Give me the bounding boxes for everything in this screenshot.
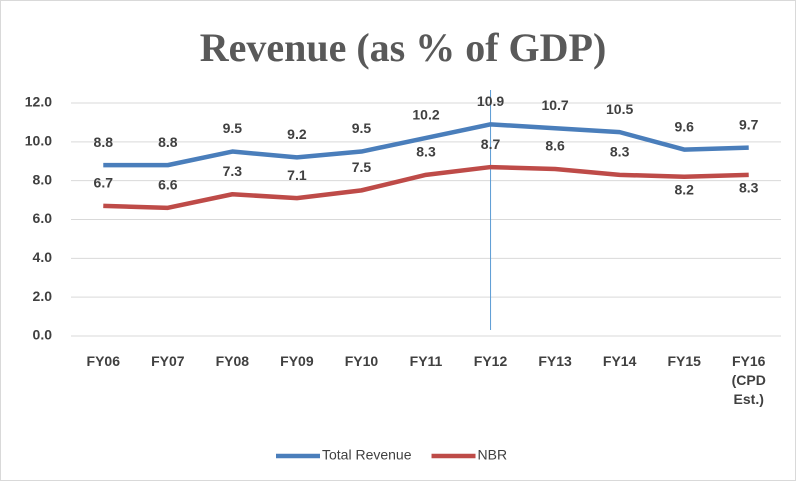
y-tick-label: 8.0	[33, 171, 53, 187]
legend-label: Total Revenue	[322, 447, 412, 463]
legend-label: NBR	[478, 447, 508, 463]
data-label: 7.5	[352, 159, 372, 175]
series-line	[103, 164, 749, 211]
data-label: 10.5	[606, 101, 633, 117]
data-label: 8.3	[416, 144, 436, 160]
data-label: 8.7	[481, 136, 501, 152]
data-label: 9.6	[674, 118, 694, 134]
y-tick-label: 6.0	[33, 210, 53, 226]
y-tick-label: 0.0	[33, 327, 53, 343]
data-label: 8.8	[94, 134, 114, 150]
series-line	[103, 122, 749, 168]
data-label: 8.8	[158, 134, 178, 150]
data-label: 9.5	[352, 120, 372, 136]
x-tick-label: FY11	[409, 353, 443, 369]
data-label: 8.3	[739, 180, 759, 196]
x-tick-label: FY10	[344, 353, 379, 369]
data-label: 8.6	[545, 138, 565, 154]
x-tick-label: FY06	[86, 353, 120, 369]
x-tick-label: FY09	[280, 353, 314, 369]
data-label: 9.7	[739, 116, 759, 132]
x-tick-label: FY16 (CPD Est.)	[731, 353, 766, 407]
data-label: 10.2	[412, 107, 439, 123]
x-tick-label: FY15	[667, 353, 701, 369]
x-tick-label: FY12	[473, 353, 508, 369]
x-tick-label: FY07	[151, 353, 185, 369]
data-label: 8.2	[674, 181, 694, 197]
data-label: 6.7	[94, 175, 114, 191]
y-tick-label: 12.0	[25, 94, 52, 110]
data-label: 8.3	[610, 144, 630, 160]
y-tick-label: 10.0	[25, 133, 52, 149]
data-label: 6.6	[158, 177, 178, 193]
data-label: 7.3	[223, 163, 243, 179]
x-tick-label: FY08	[215, 353, 250, 369]
y-tick-label: 4.0	[33, 249, 53, 265]
data-label: 10.9	[477, 93, 504, 109]
data-label: 10.7	[541, 97, 568, 113]
data-label: 9.2	[287, 126, 307, 142]
x-tick-label: FY13	[538, 353, 572, 369]
x-tick-label: FY14	[602, 353, 637, 369]
chart-title: Revenue (as % of GDP)	[200, 25, 607, 70]
y-tick-label: 2.0	[33, 288, 53, 304]
data-label: 7.1	[287, 167, 307, 183]
data-label: 9.5	[223, 120, 243, 136]
